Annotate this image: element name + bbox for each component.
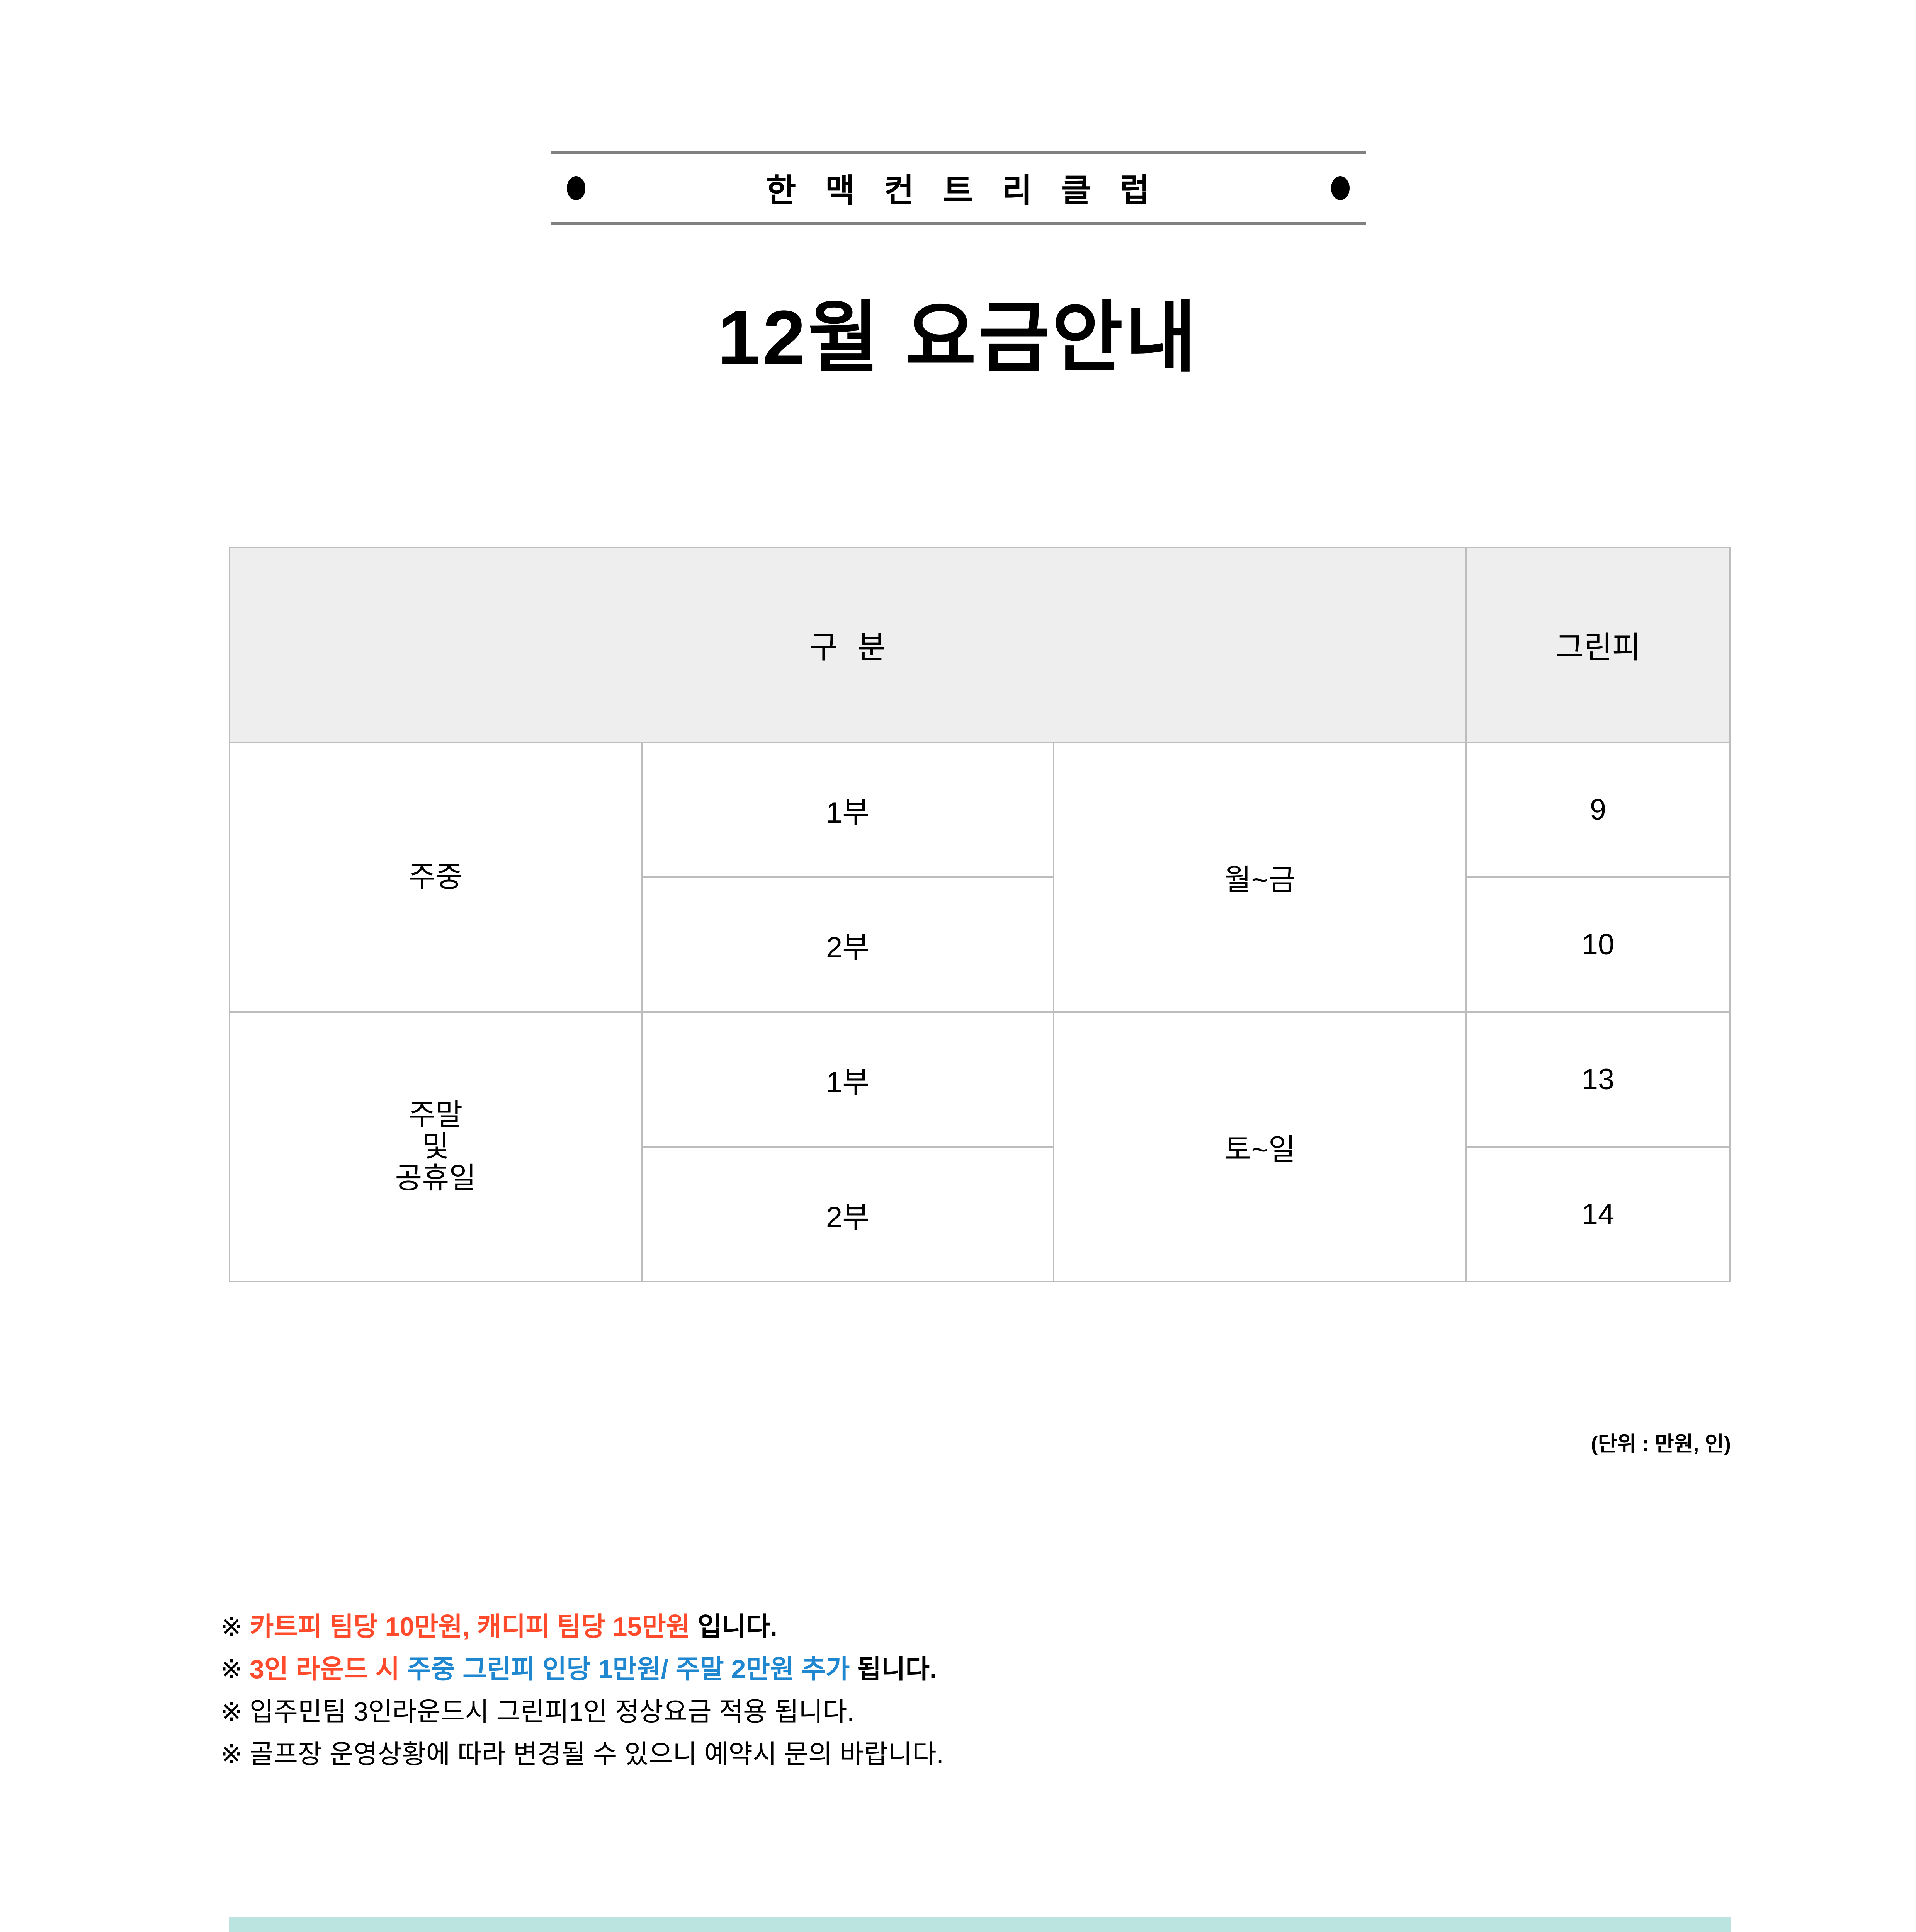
- note-mark-3: ※: [220, 1697, 242, 1727]
- row-session-weekend-1: 1부: [641, 1011, 1055, 1148]
- row-group-weekend-line-2: 및: [422, 1130, 449, 1163]
- row-price-weekday-2: 10: [1465, 876, 1731, 1013]
- note-4-text: 골프장 운영상황에 따라 변경될 수 있으니 예약시 문의 바랍니다.: [242, 1740, 944, 1769]
- note-mark-1: ※: [220, 1612, 242, 1641]
- row-price-weekend-1: 13: [1465, 1011, 1731, 1148]
- row-session-weekday-1: 1부: [641, 742, 1055, 878]
- row-price-weekend-2: 14: [1465, 1146, 1731, 1282]
- row-days-weekend: 토~일: [1053, 1011, 1467, 1282]
- note-1-segment-1: 카트피 팀당 10만원, 캐디피 팀당 15만원: [249, 1612, 690, 1641]
- note-3-text: 입주민팀 3인라운드시 그린피1인 정상요금 적용 됩니다.: [242, 1697, 855, 1727]
- table-header-row: 구 분 그린피: [229, 547, 1731, 743]
- document-header: 한 맥 컨 트 리 클 럽 12월 요금안내: [550, 0, 1366, 387]
- bullet-dot-icon-right: [1331, 176, 1350, 200]
- club-name-row: 한 맥 컨 트 리 클 럽: [551, 154, 1366, 222]
- table-row: 주말 및 공휴일 1부 토~일 13: [229, 1011, 1731, 1282]
- price-table: 구 분 그린피 주중 1부 월~금 9 2부 10 주말 및 공휴일 1: [229, 547, 1731, 1282]
- table-row: 주중 1부 월~금 9: [229, 742, 1731, 1013]
- price-table-wrapper: 구 분 그린피 주중 1부 월~금 9 2부 10 주말 및 공휴일 1: [229, 547, 1731, 1282]
- row-session-weekday-2: 2부: [641, 876, 1055, 1013]
- table-row: 2부 14: [230, 1146, 1731, 1282]
- header-category: 구 분: [229, 547, 1467, 743]
- note-2-segment-3: 됩니다.: [850, 1655, 937, 1684]
- same-day-booking-box: 당일 라운드 예약 안내 주중 접수일 : 전전주 월요일 9시부터 전화로만 …: [229, 1917, 1731, 1932]
- note-item-4: ※ 골프장 운영상황에 따라 변경될 수 있으니 예약시 문의 바랍니다.: [220, 1733, 1746, 1776]
- row-group-weekend-line-3: 공휴일: [395, 1162, 476, 1195]
- club-name: 한 맥 컨 트 리 클 럽: [766, 172, 1160, 209]
- note-item-3: ※ 입주민팀 3인라운드시 그린피1인 정상요금 적용 됩니다.: [220, 1690, 1746, 1733]
- note-1-segment-2: 입니다.: [690, 1612, 777, 1641]
- row-days-weekday: 월~금: [1053, 742, 1467, 1013]
- note-mark-2: ※: [220, 1655, 242, 1684]
- header-green-fee: 그린피: [1465, 547, 1731, 743]
- row-group-weekend-line-1: 주말: [408, 1098, 463, 1131]
- note-mark-4: ※: [220, 1740, 242, 1769]
- header-bottom-rule: [550, 222, 1366, 225]
- row-session-weekend-2: 2부: [641, 1146, 1055, 1282]
- row-group-weekday: 주중: [229, 742, 643, 1013]
- note-2-segment-1: 3인 라운드 시: [249, 1655, 400, 1684]
- note-item-1: ※ 카트피 팀당 10만원, 캐디피 팀당 15만원 입니다.: [220, 1605, 1746, 1648]
- price-table-body: 주중 1부 월~금 9 2부 10 주말 및 공휴일 1부 토~일 13 2: [229, 742, 1731, 1282]
- table-row: 2부 10: [230, 876, 1731, 1013]
- notes-list: ※ 카트피 팀당 10만원, 캐디피 팀당 15만원 입니다. ※ 3인 라운드…: [220, 1605, 1746, 1776]
- header-top-rule: [550, 151, 1366, 154]
- row-group-weekend: 주말 및 공휴일: [229, 1011, 643, 1282]
- note-2-segment-2: 주중 그린피 인당 1만원/ 주말 2만원 추가: [400, 1655, 850, 1684]
- price-table-head: 구 분 그린피: [229, 547, 1731, 743]
- unit-note: (단위 : 만원, 인): [1591, 1432, 1731, 1456]
- note-item-2: ※ 3인 라운드 시 주중 그린피 인당 1만원/ 주말 2만원 추가 됩니다.: [220, 1648, 1746, 1690]
- row-price-weekday-1: 9: [1465, 742, 1731, 878]
- bullet-dot-icon-left: [566, 176, 585, 200]
- page-title: 12월 요금안내: [717, 295, 1199, 381]
